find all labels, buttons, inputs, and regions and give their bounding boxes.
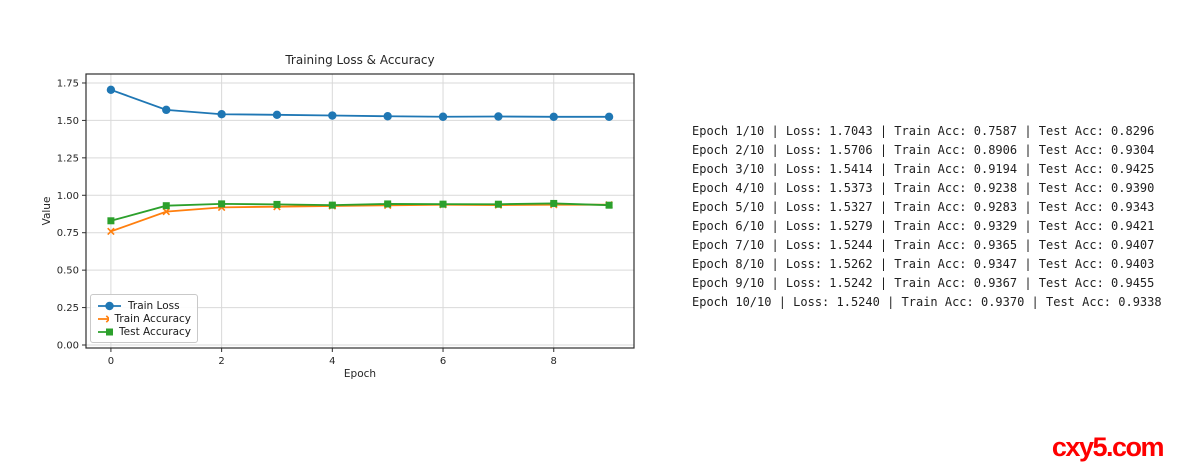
log-line: Epoch 7/10 | Loss: 1.5244 | Train Acc: 0… xyxy=(692,238,1155,252)
chart-frame xyxy=(82,73,635,352)
training-chart: 0.00 0.25 0.50 0.75 1.00 1.25 1.50 1.75 0 2 4 6 8 Tr… xyxy=(0,0,680,400)
chart-title: Training Loss & Accuracy xyxy=(284,53,434,67)
chart-tick-labels: 0.00 0.25 0.50 0.75 1.00 1.25 1.50 1.75 0 2 4 6 8 xyxy=(57,78,557,367)
legend-label: Test Accuracy xyxy=(119,325,191,338)
y-tick-label: 1.25 xyxy=(57,153,79,164)
chart-series xyxy=(106,85,614,236)
y-tick-label: 1.00 xyxy=(57,191,79,202)
legend-label: Train Accuracy xyxy=(114,312,191,325)
watermark-text: cxy5.com xyxy=(1051,432,1165,462)
legend-x-icon xyxy=(98,314,109,323)
x-tick-label: 4 xyxy=(329,356,335,367)
log-line: Epoch 10/10 | Loss: 1.5240 | Train Acc: … xyxy=(692,295,1162,309)
log-line: Epoch 4/10 | Loss: 1.5373 | Train Acc: 0… xyxy=(692,181,1155,195)
chart-plot-area: 0.00 0.25 0.50 0.75 1.00 1.25 1.50 1.75 0 2 4 6 8 Tr… xyxy=(41,53,635,380)
log-line: Epoch 6/10 | Loss: 1.5279 | Train Acc: 0… xyxy=(692,219,1155,233)
series-train-loss xyxy=(106,85,614,122)
legend-circle-icon xyxy=(98,301,121,310)
legend-item-test-accuracy: Test Accuracy xyxy=(97,325,191,338)
x-tick-label: 2 xyxy=(218,356,224,367)
y-tick-label: 0.25 xyxy=(57,303,79,314)
x-tick-label: 6 xyxy=(440,356,446,367)
series-train-accuracy xyxy=(107,200,613,236)
y-tick-label: 0.75 xyxy=(57,228,79,239)
y-axis-label: Value xyxy=(41,197,53,226)
y-tick-label: 1.50 xyxy=(57,116,79,127)
legend-label: Train Loss xyxy=(128,299,180,312)
log-line: Epoch 1/10 | Loss: 1.7043 | Train Acc: 0… xyxy=(692,124,1155,138)
log-line: Epoch 9/10 | Loss: 1.5242 | Train Acc: 0… xyxy=(692,276,1155,290)
x-tick-label: 0 xyxy=(108,356,114,367)
y-tick-label: 0.50 xyxy=(57,266,79,277)
log-line: Epoch 2/10 | Loss: 1.5706 | Train Acc: 0… xyxy=(692,143,1155,157)
log-line: Epoch 5/10 | Loss: 1.5327 | Train Acc: 0… xyxy=(692,200,1155,214)
training-log: Epoch 1/10 | Loss: 1.7043 | Train Acc: 0… xyxy=(692,122,1162,312)
legend-item-train-accuracy: Train Accuracy xyxy=(97,312,191,325)
x-axis-label: Epoch xyxy=(344,368,376,380)
log-line: Epoch 3/10 | Loss: 1.5414 | Train Acc: 0… xyxy=(692,162,1155,176)
legend-square-icon xyxy=(98,328,114,335)
series-test-accuracy xyxy=(107,199,613,225)
chart-legend: Train Loss Train Accuracy Test Accuracy xyxy=(90,294,198,343)
y-tick-label: 1.75 xyxy=(57,78,79,89)
log-line: Epoch 8/10 | Loss: 1.5262 | Train Acc: 0… xyxy=(692,257,1155,271)
legend-item-train-loss: Train Loss xyxy=(97,299,191,312)
y-tick-label: 0.00 xyxy=(57,341,79,352)
x-tick-label: 8 xyxy=(551,356,557,367)
